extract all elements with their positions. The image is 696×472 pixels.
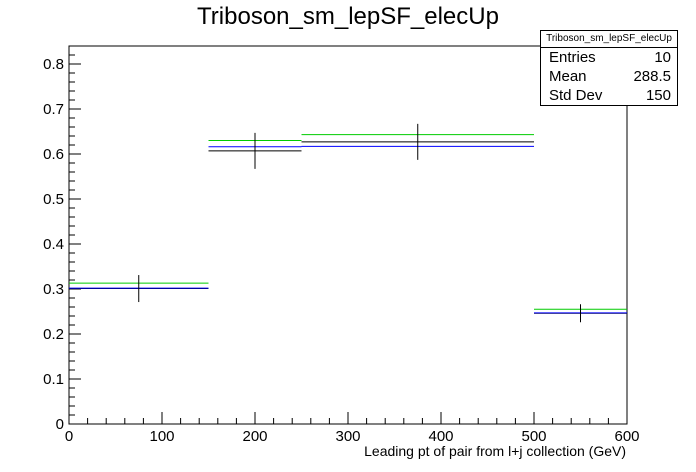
x-tick-label: 100: [149, 428, 174, 445]
y-tick-label: 0.8: [43, 56, 64, 73]
y-tick-label: 0.3: [43, 281, 64, 298]
stats-box: Triboson_sm_lepSF_elecUp Entries 10 Mean…: [540, 30, 678, 106]
y-tick-label: 0.2: [43, 326, 64, 343]
x-tick-label: 600: [614, 428, 639, 445]
stats-mean-label: Mean: [549, 68, 587, 85]
x-axis-label: Leading pt of pair from l+j collection (…: [364, 443, 626, 459]
stats-std-value: 150: [645, 87, 671, 104]
stats-std-label: Std Dev: [549, 87, 603, 104]
y-tick-label: 0: [56, 416, 64, 433]
y-tick-label: 0.7: [43, 101, 64, 118]
x-tick-label: 300: [335, 428, 360, 445]
stats-mean-row: Mean 288.5: [541, 67, 677, 86]
y-tick-label: 0.5: [43, 191, 64, 208]
stats-std-row: Std Dev 150: [541, 86, 677, 105]
stats-entries-value: 10: [654, 49, 671, 66]
x-tick-label: 0: [65, 428, 73, 445]
x-tick-label: 200: [242, 428, 267, 445]
y-tick-label: 0.4: [43, 236, 64, 253]
stats-box-title: Triboson_sm_lepSF_elecUp: [541, 31, 677, 48]
stats-entries-label: Entries: [549, 49, 596, 66]
x-tick-label: 400: [428, 428, 453, 445]
chart-title: Triboson_sm_lepSF_elecUp: [197, 3, 499, 30]
y-tick-label: 0.1: [43, 371, 64, 388]
y-tick-label: 0.6: [43, 146, 64, 163]
x-tick-label: 500: [521, 428, 546, 445]
stats-mean-value: 288.5: [633, 68, 671, 85]
stats-entries-row: Entries 10: [541, 48, 677, 67]
